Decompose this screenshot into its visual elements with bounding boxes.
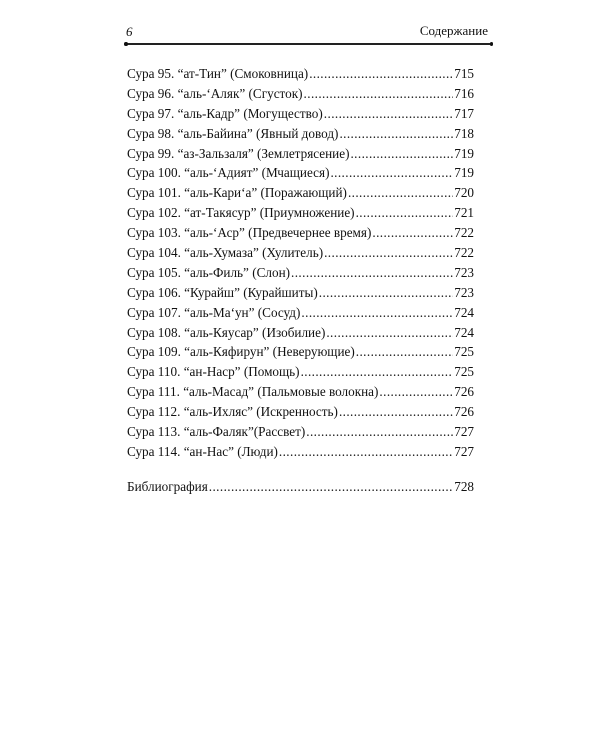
section-title: Содержание (419, 23, 488, 38)
entry-page: 726 (454, 384, 474, 400)
entry-title: Сура 96. “аль-‘Аляк” (Сгусток) (127, 85, 303, 101)
dot-leader (379, 384, 453, 400)
dot-leader (356, 344, 453, 360)
dot-leader (301, 364, 454, 380)
entry-title: Сура 95. “ат-Тин” (Смоковница) (127, 66, 309, 81)
dot-leader (339, 404, 453, 420)
entry-page: 723 (454, 264, 474, 280)
entry-page: 724 (454, 304, 474, 320)
dot-leader (326, 325, 453, 341)
entry-title: Сура 104. “аль-Хумаза” (Хулитель) (127, 245, 324, 261)
entry-title: Сура 101. “аль-Кари‘а” (Поражающий) (127, 185, 347, 201)
dot-leader (330, 165, 453, 181)
toc-entry[interactable]: Сура 105. “аль-Филь” (Слон) 723 (127, 265, 474, 285)
toc-entry[interactable]: Сура 98. “аль-Байина” (Явный довод) 718 (127, 126, 474, 146)
entry-title: Сура 100. “аль-‘Адият” (Мчащиеся) (127, 165, 330, 181)
entry-page: 726 (454, 404, 474, 420)
toc-entry[interactable]: Сура 97. “аль-Кадр” (Могущество) 717 (127, 106, 474, 126)
toc-entry[interactable]: Сура 109. “аль-Кяфирун” (Неверующие) 725 (127, 344, 474, 364)
dot-leader (279, 444, 453, 460)
table-of-contents: Сура 95. “ат-Тин” (Смоковница) 715 Сура 96… (127, 66, 474, 499)
entry-title: Сура 114. “ан-Нас” (Люди) (127, 443, 278, 459)
entry-page: 725 (454, 344, 474, 360)
toc-entry[interactable]: Сура 113. “аль-Фаляк”(Рассвет) 727 (127, 424, 474, 444)
dot-leader (306, 424, 453, 440)
entry-page: 728 (454, 478, 474, 494)
entry-page: 724 (454, 324, 474, 340)
spacer (127, 464, 474, 479)
entry-title: Сура 99. “аз-Зальзаля” (Землетрясение) (127, 145, 350, 161)
entry-page: 725 (454, 364, 474, 380)
toc-entry[interactable]: Сура 103. “аль-‘Аср” (Предвечернее время… (127, 225, 474, 245)
toc-entry[interactable]: Сура 101. “аль-Кари‘а” (Поражающий) 720 (127, 185, 474, 205)
page-number: 6 (126, 24, 133, 39)
dot-leader (304, 86, 454, 102)
entry-title: Сура 113. “аль-Фаляк”(Рассвет) (127, 424, 306, 440)
dot-leader (350, 146, 453, 162)
toc-entry[interactable]: Библиография 728 (127, 479, 474, 499)
dot-leader (209, 479, 453, 495)
entry-page: 721 (454, 205, 474, 221)
entry-title: Сура 110. “ан-Наср” (Помощь) (127, 364, 300, 380)
toc-entry[interactable]: Сура 107. “аль-Ма‘ун” (Сосуд) 724 (127, 305, 474, 325)
entry-title: Библиография (127, 478, 208, 494)
entry-title: Сура 97. “аль-Кадр” (Могущество) (127, 105, 323, 121)
entry-title: Сура 109. “аль-Кяфирун” (Неверующие) (127, 344, 355, 360)
entry-page: 722 (454, 225, 474, 241)
toc-entry[interactable]: Сура 102. “ат-Такясур” (Приумножение) 721 (127, 205, 474, 225)
toc-entry[interactable]: Сура 99. “аз-Зальзаля” (Землетрясение) 71… (127, 146, 474, 166)
entry-page: 722 (454, 245, 474, 261)
toc-entry[interactable]: Сура 111. “аль-Масад” (Пальмовые волокна… (127, 384, 474, 404)
entry-page: 719 (454, 165, 474, 181)
entry-title: Сура 106. “Курайш” (Курайшиты) (127, 284, 318, 300)
dot-leader (356, 205, 454, 221)
entry-page: 727 (454, 424, 474, 440)
toc-entry[interactable]: Сура 104. “аль-Хумаза” (Хулитель) 722 (127, 245, 474, 265)
entry-page: 720 (454, 185, 474, 201)
entry-title: Сура 111. “аль-Масад” (Пальмовые волокна… (127, 384, 379, 400)
toc-entry[interactable]: Сура 95. “ат-Тин” (Смоковница) 715 (127, 66, 474, 86)
dot-leader (348, 185, 453, 201)
toc-entry[interactable]: Сура 108. “аль-Кяусар” (Изобилие) 724 (127, 325, 474, 345)
entry-page: 727 (454, 443, 474, 459)
entry-title: Сура 98. “аль-Байина” (Явный довод) (127, 125, 339, 141)
toc-entry[interactable]: Сура 106. “Курайш” (Курайшиты) 723 (127, 285, 474, 305)
dot-leader (372, 225, 453, 241)
dot-leader (291, 265, 453, 281)
entry-page: 723 (454, 284, 474, 300)
entry-page: 717 (454, 105, 474, 121)
entry-title: Сура 107. “аль-Ма‘ун” (Сосуд) (127, 304, 301, 320)
entry-title: Сура 103. “аль-‘Аср” (Предвечернее время… (127, 225, 372, 241)
dot-leader (339, 126, 453, 142)
dot-leader (319, 285, 453, 301)
entry-title: Сура 108. “аль-Кяусар” (Изобилие) (127, 324, 326, 340)
dot-leader (324, 106, 453, 122)
entry-page: 715 (454, 66, 474, 81)
header-rule (124, 42, 493, 45)
toc-entry[interactable]: Сура 112. “аль-Ихляс” (Искренность) 726 (127, 404, 474, 424)
dot-leader (309, 66, 453, 82)
entry-page: 716 (454, 85, 474, 101)
toc-entry[interactable]: Сура 114. “ан-Нас” (Люди) 727 (127, 444, 474, 464)
toc-entry[interactable]: Сура 100. “аль-‘Адият” (Мчащиеся) 719 (127, 165, 474, 185)
dot-leader (301, 305, 453, 321)
entry-title: Сура 112. “аль-Ихляс” (Искренность) (127, 404, 338, 420)
entry-page: 719 (454, 145, 474, 161)
toc-entry[interactable]: Сура 110. “ан-Наср” (Помощь) 725 (127, 364, 474, 384)
toc-entry[interactable]: Сура 96. “аль-‘Аляк” (Сгусток) 716 (127, 86, 474, 106)
entry-title: Сура 105. “аль-Филь” (Слон) (127, 264, 291, 280)
dot-leader (324, 245, 453, 261)
entry-page: 718 (454, 125, 474, 141)
entry-title: Сура 102. “ат-Такясур” (Приумножение) (127, 205, 355, 221)
